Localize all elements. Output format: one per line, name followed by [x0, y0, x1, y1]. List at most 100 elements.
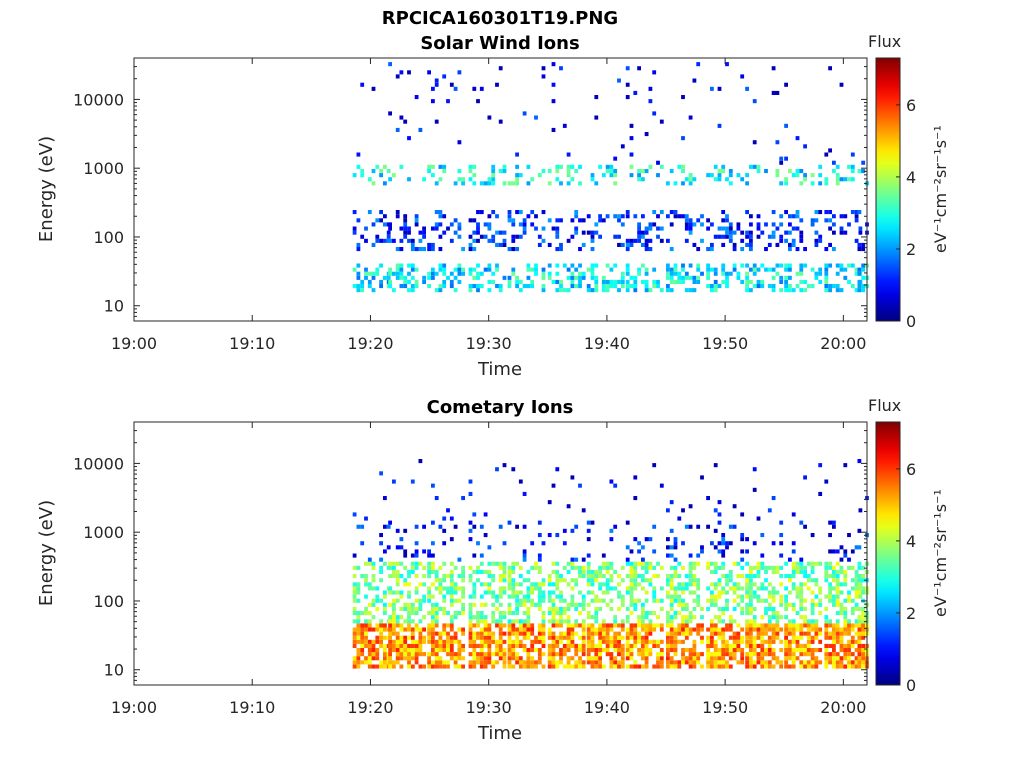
flux-cell [771, 541, 776, 546]
flux-cell [507, 643, 512, 648]
flux-cell [399, 623, 404, 628]
flux-cell [617, 234, 621, 239]
flux-cell [559, 623, 563, 628]
flux-cell [835, 569, 840, 574]
flux-cell [806, 574, 811, 579]
flux-cell [449, 598, 454, 603]
flux-cell [388, 565, 392, 570]
flux-cell [673, 214, 678, 219]
flux-cell [713, 267, 718, 272]
flux-cell [681, 606, 685, 611]
flux-cell [771, 627, 776, 632]
flux-cell [352, 210, 357, 215]
flux-cell [570, 656, 575, 661]
flux-cell [861, 275, 866, 280]
flux-cell [696, 275, 701, 280]
flux-cell [476, 643, 480, 648]
flux-cell [713, 234, 718, 239]
flux-cell [367, 557, 372, 562]
flux-cell [854, 214, 859, 219]
flux-cell [788, 557, 792, 562]
flux-cell [551, 598, 556, 603]
flux-cell [383, 606, 387, 611]
flux-cell [641, 545, 645, 550]
flux-cell [356, 623, 361, 628]
flux-cell [392, 602, 396, 607]
flux-cell [491, 279, 496, 284]
flux-cell [468, 619, 473, 624]
flux-cell [468, 565, 473, 570]
flux-cell [688, 656, 693, 661]
flux-cell [515, 152, 519, 157]
flux-cell [732, 267, 737, 272]
flux-cell [681, 214, 685, 219]
flux-cell [541, 627, 546, 632]
flux-cell [375, 164, 380, 169]
flux-cell [449, 582, 454, 587]
flux-cell [367, 648, 372, 653]
flux-cell [652, 524, 657, 529]
flux-cell [399, 164, 404, 169]
flux-cell [641, 578, 645, 583]
flux-cell [472, 86, 477, 91]
flux-cell [788, 627, 792, 632]
flux-cell [446, 590, 450, 595]
flux-cell [395, 271, 400, 276]
flux-cell [814, 635, 819, 640]
flux-cell [479, 635, 484, 640]
flux-cell [403, 643, 408, 648]
flux-cell [414, 639, 419, 644]
flux-cell [688, 524, 693, 529]
flux-cell [547, 648, 552, 653]
flux-cell [495, 263, 499, 268]
flux-cell [511, 664, 516, 669]
flux-cell [669, 553, 674, 558]
flux-cell [806, 627, 811, 632]
flux-cell [511, 267, 516, 272]
flux-cell [581, 648, 586, 653]
flux-cell [681, 263, 685, 268]
flux-cell [752, 635, 757, 640]
flux-cell [410, 479, 415, 484]
flux-cell [434, 619, 439, 624]
flux-cell [438, 635, 443, 640]
flux-cell [379, 627, 383, 632]
flux-cell [717, 173, 722, 178]
flux-cell [476, 619, 480, 624]
flux-cell [828, 288, 832, 293]
flux-cell [403, 549, 408, 554]
flux-cell [857, 271, 862, 276]
flux-cell [625, 242, 630, 247]
flux-cell [537, 652, 542, 657]
flux-cell [356, 524, 361, 529]
flux-cell [570, 528, 575, 533]
flux-cell [461, 606, 465, 611]
flux-cell [511, 631, 516, 636]
flux-cell [713, 164, 718, 169]
flux-cell [633, 631, 638, 636]
flux-cell [681, 181, 685, 186]
flux-cell [788, 643, 792, 648]
flux-cell [379, 598, 383, 603]
flux-cell [356, 652, 361, 657]
flux-cell [835, 284, 840, 289]
flux-cell [728, 664, 733, 669]
flux-cell [717, 652, 722, 657]
flux-cell [574, 602, 579, 607]
flux-cell [526, 606, 531, 611]
flux-cell [526, 214, 531, 219]
flux-cell [431, 631, 435, 636]
flux-cell [483, 533, 488, 538]
flux-cell [590, 247, 595, 252]
flux-cell [468, 627, 473, 632]
flux-cell [472, 631, 477, 636]
flux-cell [784, 288, 788, 293]
flux-cell [594, 656, 599, 661]
flux-cell [495, 561, 499, 566]
flux-cell [633, 623, 638, 628]
flux-cell [605, 643, 610, 648]
flux-cell [847, 652, 851, 657]
flux-cell [601, 598, 606, 603]
flux-cell [392, 173, 396, 178]
flux-cell [633, 475, 638, 480]
